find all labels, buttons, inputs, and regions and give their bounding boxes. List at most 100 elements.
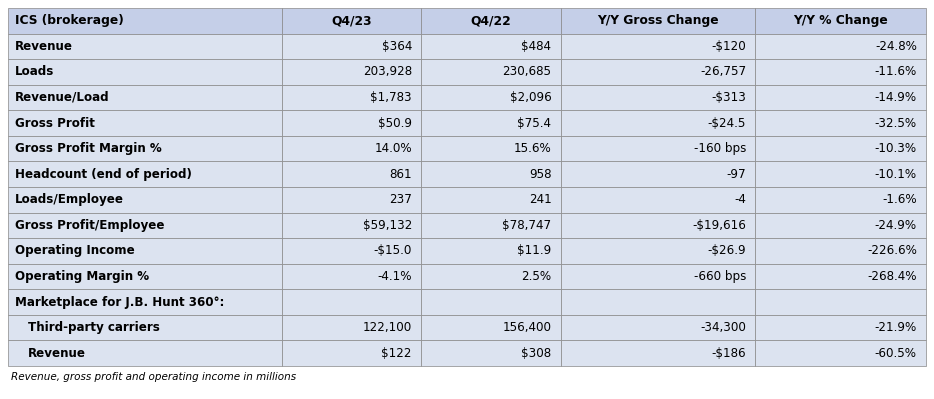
Bar bbox=[756, 8, 926, 34]
Bar bbox=[756, 315, 926, 340]
Bar bbox=[421, 34, 560, 59]
Bar bbox=[8, 264, 281, 289]
Bar bbox=[8, 34, 281, 59]
Text: ICS (brokerage): ICS (brokerage) bbox=[15, 14, 124, 27]
Text: 156,400: 156,400 bbox=[502, 321, 551, 334]
Bar bbox=[756, 136, 926, 162]
Text: -24.8%: -24.8% bbox=[875, 40, 917, 53]
Bar bbox=[281, 8, 421, 34]
Bar bbox=[560, 315, 756, 340]
Text: Gross Profit: Gross Profit bbox=[15, 117, 95, 130]
Bar bbox=[756, 340, 926, 366]
Text: 237: 237 bbox=[389, 193, 412, 206]
Text: Gross Profit/Employee: Gross Profit/Employee bbox=[15, 219, 164, 232]
Bar bbox=[8, 85, 281, 110]
Text: Revenue/Load: Revenue/Load bbox=[15, 91, 110, 104]
Bar bbox=[560, 213, 756, 238]
Bar bbox=[281, 238, 421, 264]
Text: -$15.0: -$15.0 bbox=[374, 245, 412, 257]
Bar bbox=[281, 264, 421, 289]
Text: $50.9: $50.9 bbox=[378, 117, 412, 130]
Bar bbox=[8, 340, 281, 366]
Text: -1.6%: -1.6% bbox=[883, 193, 917, 206]
Text: Y/Y Gross Change: Y/Y Gross Change bbox=[597, 14, 719, 27]
Text: -$26.9: -$26.9 bbox=[707, 245, 746, 257]
Bar bbox=[756, 34, 926, 59]
Text: -24.9%: -24.9% bbox=[875, 219, 917, 232]
Text: -268.4%: -268.4% bbox=[868, 270, 917, 283]
Text: -$186: -$186 bbox=[712, 347, 746, 360]
Bar bbox=[560, 340, 756, 366]
Text: -160 bps: -160 bps bbox=[694, 142, 746, 155]
Bar bbox=[281, 187, 421, 213]
Bar bbox=[8, 213, 281, 238]
Text: Q4/22: Q4/22 bbox=[471, 14, 511, 27]
Text: $308: $308 bbox=[521, 347, 551, 360]
Text: $78,747: $78,747 bbox=[502, 219, 551, 232]
Bar bbox=[421, 315, 560, 340]
Bar bbox=[8, 8, 281, 34]
Bar bbox=[421, 162, 560, 187]
Text: 861: 861 bbox=[389, 168, 412, 181]
Bar bbox=[8, 162, 281, 187]
Text: $484: $484 bbox=[521, 40, 551, 53]
Text: 14.0%: 14.0% bbox=[375, 142, 412, 155]
Bar bbox=[421, 289, 560, 315]
Bar bbox=[281, 59, 421, 85]
Text: Q4/23: Q4/23 bbox=[331, 14, 372, 27]
Text: -660 bps: -660 bps bbox=[694, 270, 746, 283]
Bar bbox=[281, 162, 421, 187]
Bar bbox=[756, 59, 926, 85]
Bar bbox=[421, 110, 560, 136]
Text: -10.1%: -10.1% bbox=[875, 168, 917, 181]
Bar bbox=[756, 213, 926, 238]
Text: Operating Income: Operating Income bbox=[15, 245, 135, 257]
Bar bbox=[8, 315, 281, 340]
Bar bbox=[421, 238, 560, 264]
Bar bbox=[281, 85, 421, 110]
Bar bbox=[756, 85, 926, 110]
Text: -$120: -$120 bbox=[712, 40, 746, 53]
Bar bbox=[756, 289, 926, 315]
Text: $364: $364 bbox=[382, 40, 412, 53]
Text: -4.1%: -4.1% bbox=[377, 270, 412, 283]
Text: -226.6%: -226.6% bbox=[867, 245, 917, 257]
Text: -34,300: -34,300 bbox=[700, 321, 746, 334]
Text: $75.4: $75.4 bbox=[517, 117, 551, 130]
Bar bbox=[281, 289, 421, 315]
Bar bbox=[756, 110, 926, 136]
Text: Third-party carriers: Third-party carriers bbox=[28, 321, 160, 334]
Text: Revenue, gross profit and operating income in millions: Revenue, gross profit and operating inco… bbox=[11, 372, 296, 382]
Bar bbox=[560, 59, 756, 85]
Bar bbox=[8, 59, 281, 85]
Bar bbox=[8, 289, 281, 315]
Text: -$313: -$313 bbox=[711, 91, 746, 104]
Text: Headcount (end of period): Headcount (end of period) bbox=[15, 168, 192, 181]
Text: -97: -97 bbox=[727, 168, 746, 181]
Bar bbox=[281, 136, 421, 162]
Bar bbox=[421, 8, 560, 34]
Bar bbox=[560, 8, 756, 34]
Bar bbox=[560, 85, 756, 110]
Text: -14.9%: -14.9% bbox=[875, 91, 917, 104]
Text: Loads: Loads bbox=[15, 65, 55, 79]
Text: $2,096: $2,096 bbox=[510, 91, 551, 104]
Bar bbox=[560, 34, 756, 59]
Text: 230,685: 230,685 bbox=[502, 65, 551, 79]
Text: 958: 958 bbox=[529, 168, 551, 181]
Text: $11.9: $11.9 bbox=[517, 245, 551, 257]
Bar bbox=[8, 187, 281, 213]
Text: -10.3%: -10.3% bbox=[875, 142, 917, 155]
Bar bbox=[560, 136, 756, 162]
Bar bbox=[560, 289, 756, 315]
Text: Gross Profit Margin %: Gross Profit Margin % bbox=[15, 142, 163, 155]
Bar bbox=[421, 340, 560, 366]
Bar bbox=[281, 34, 421, 59]
Bar bbox=[421, 136, 560, 162]
Bar bbox=[560, 162, 756, 187]
Text: -11.6%: -11.6% bbox=[874, 65, 917, 79]
Bar bbox=[560, 110, 756, 136]
Text: Revenue: Revenue bbox=[28, 347, 86, 360]
Text: Operating Margin %: Operating Margin % bbox=[15, 270, 149, 283]
Bar bbox=[421, 187, 560, 213]
